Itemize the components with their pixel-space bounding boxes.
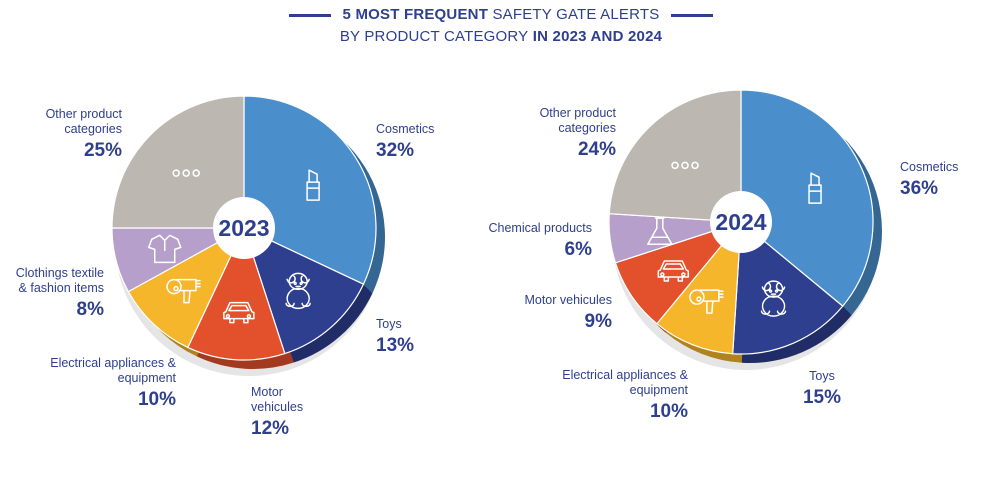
pie-hub-2023 xyxy=(213,197,275,259)
pie-slice-2023-other-product-categories xyxy=(111,95,245,229)
pie-year-2024: 2024 xyxy=(715,209,766,235)
label-2023-other: Other product categories 25% xyxy=(10,107,122,163)
label-2023-toys-name: Toys xyxy=(376,317,402,331)
shirt-icon xyxy=(147,234,182,264)
ellipsis-icon xyxy=(172,169,200,177)
label-2024-motor: Motor vehicules 9% xyxy=(492,293,612,334)
pie-slice-2024-other-product-categories xyxy=(608,89,742,223)
title-line-2: BY PRODUCT CATEGORY IN 2023 AND 2024 xyxy=(0,26,1002,48)
label-2024-toys-name: Toys xyxy=(809,369,835,383)
pie-hub-2024 xyxy=(710,191,772,253)
flask-icon xyxy=(647,217,673,246)
label-2024-other-pct: 24% xyxy=(577,139,616,160)
label-2023-motor-name: Motor vehicules xyxy=(251,385,304,414)
chart-title: 5 MOST FREQUENT SAFETY GATE ALERTS BY PR… xyxy=(0,4,1002,48)
label-2024-electrical: Electrical appliances & equipment 10% xyxy=(530,368,688,424)
label-2024-motor-name: Motor vehicules xyxy=(524,293,612,307)
title-bold-part-2: IN 2023 AND 2024 xyxy=(532,28,663,45)
lipstick-icon xyxy=(808,172,822,204)
label-2024-electrical-pct: 10% xyxy=(649,401,688,422)
pie-year-2023: 2023 xyxy=(218,215,269,241)
label-2023-cosmetics-pct: 32% xyxy=(376,140,415,161)
label-2023-electrical-name: Electrical appliances & equipment xyxy=(50,356,176,385)
label-2024-electrical-name: Electrical appliances & equipment xyxy=(562,368,688,397)
title-rule-left xyxy=(288,13,331,17)
label-2023-other-name: Other product categories xyxy=(45,107,122,136)
label-2023-cosmetics-name: Cosmetics xyxy=(376,122,435,136)
label-2024-cosmetics-pct: 36% xyxy=(900,178,939,199)
pie-slice-2023-cosmetics xyxy=(243,95,377,286)
pie-slice-2024-electrical-appliances-equipment xyxy=(656,220,742,355)
teddy-bear-icon xyxy=(285,272,311,310)
label-2024-chemical: Chemical products 6% xyxy=(462,221,592,262)
label-2023-electrical: Electrical appliances & equipment 10% xyxy=(20,356,176,412)
label-2023-cosmetics: Cosmetics 32% xyxy=(376,122,486,163)
pie-2024: 2024 xyxy=(608,89,882,370)
label-2024-other: Other product categories 24% xyxy=(500,106,616,162)
label-2023-clothing-pct: 8% xyxy=(76,299,104,320)
label-2023-clothing-name: Clothings textile & fashion items xyxy=(15,266,104,295)
label-2024-cosmetics-name: Cosmetics xyxy=(900,160,959,174)
label-2024-toys-pct: 15% xyxy=(802,387,842,408)
pie-2023: 2023 xyxy=(111,95,386,376)
label-2023-other-pct: 25% xyxy=(83,140,122,161)
pie-slice-2023-electrical-appliances-equipment xyxy=(127,226,246,349)
label-2023-electrical-pct: 10% xyxy=(137,389,176,410)
pie-slice-2023-toys xyxy=(243,226,365,355)
label-2024-cosmetics: Cosmetics 36% xyxy=(900,160,996,201)
label-2024-chemical-name: Chemical products xyxy=(488,221,592,235)
car-icon xyxy=(657,260,690,282)
title-line-1: 5 MOST FREQUENT SAFETY GATE ALERTS xyxy=(0,4,1002,26)
label-2023-motor: Motor vehicules 12% xyxy=(251,385,323,441)
title-regular-part-1: SAFETY GATE ALERTS xyxy=(492,6,660,23)
label-2023-toys-pct: 13% xyxy=(376,335,415,356)
hair-dryer-icon xyxy=(166,278,201,304)
label-2023-toys: Toys 13% xyxy=(376,317,436,358)
pie-slice-2024-cosmetics xyxy=(740,89,874,307)
car-icon xyxy=(223,301,255,324)
label-2024-motor-pct: 9% xyxy=(584,311,612,332)
ellipsis-icon xyxy=(671,161,699,170)
title-regular-part-2: BY PRODUCT CATEGORY xyxy=(339,28,529,45)
title-rule-right xyxy=(671,13,714,17)
title-bold-part-1: 5 MOST FREQUENT xyxy=(342,6,489,23)
lipstick-icon xyxy=(306,169,320,201)
pie-slice-2024-toys xyxy=(732,220,844,355)
pie-slice-2023-motor-vehicules xyxy=(186,226,286,361)
teddy-bear-icon xyxy=(760,280,787,317)
label-2024-other-name: Other product categories xyxy=(539,106,616,135)
hair-dryer-icon xyxy=(689,289,724,314)
label-2023-clothing: Clothings textile & fashion items 8% xyxy=(4,266,104,322)
label-2024-chemical-pct: 6% xyxy=(564,239,592,260)
label-2024-toys: Toys 15% xyxy=(792,369,852,410)
label-2023-motor-pct: 12% xyxy=(251,418,290,439)
